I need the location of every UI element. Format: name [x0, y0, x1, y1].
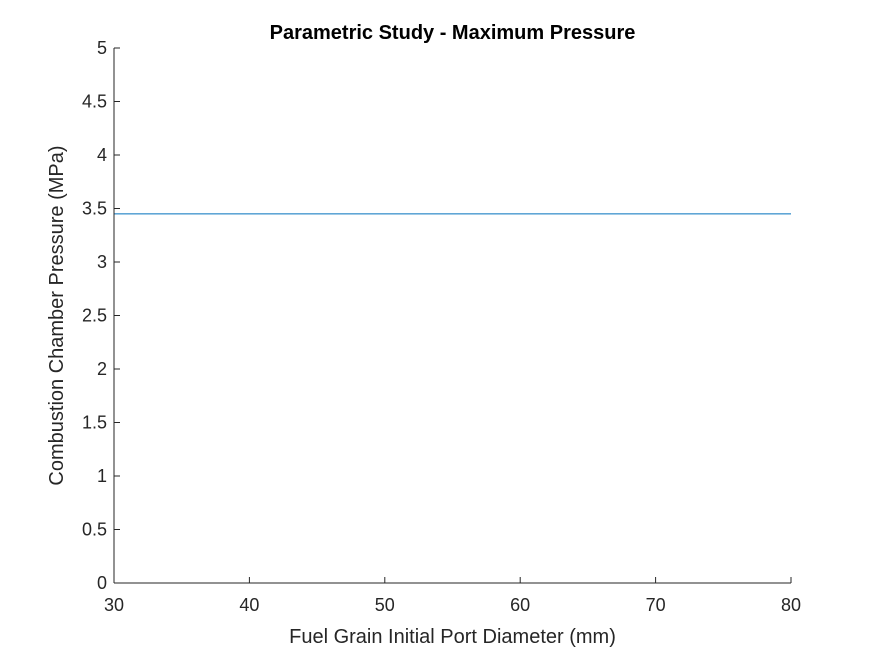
x-tick-label: 40	[239, 595, 259, 615]
y-tick-label: 0.5	[82, 520, 107, 540]
y-tick-label: 3.5	[82, 199, 107, 219]
y-axis-label: Combustion Chamber Pressure (MPa)	[46, 145, 68, 485]
y-tick-label: 2	[97, 359, 107, 379]
x-ticks: 30 40 50 60 70 80	[104, 577, 801, 615]
y-ticks: 0 0.5 1 1.5 2 2.5 3 3.5 4 4.5 5	[82, 38, 120, 593]
y-tick-label: 5	[97, 38, 107, 58]
chart-title: Parametric Study - Maximum Pressure	[270, 22, 636, 44]
x-tick-label: 80	[781, 595, 801, 615]
x-tick-label: 70	[646, 595, 666, 615]
plot-area	[114, 48, 791, 583]
y-tick-label: 2.5	[82, 306, 107, 326]
y-tick-label: 4	[97, 145, 107, 165]
y-tick-label: 3	[97, 252, 107, 272]
x-tick-label: 50	[375, 595, 395, 615]
y-tick-label: 4.5	[82, 92, 107, 112]
x-tick-label: 60	[510, 595, 530, 615]
y-tick-label: 1	[97, 466, 107, 486]
x-axis-label: Fuel Grain Initial Port Diameter (mm)	[289, 626, 616, 648]
y-tick-label: 1.5	[82, 413, 107, 433]
y-tick-label: 0	[97, 573, 107, 593]
x-tick-label: 30	[104, 595, 124, 615]
